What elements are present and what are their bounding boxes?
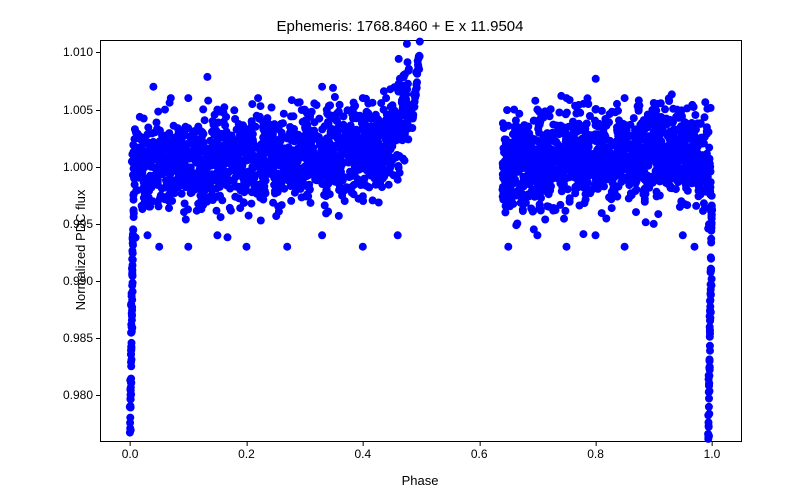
y-tick: 1.005 — [63, 103, 101, 117]
plot-area: 0.9800.9850.9900.9951.0001.0051.0100.00.… — [100, 40, 742, 442]
chart-title: Ephemeris: 1768.8460 + E x 11.9504 — [0, 18, 800, 35]
x-tick: 0.8 — [587, 441, 604, 461]
x-tick: 0.4 — [354, 441, 371, 461]
x-tick: 0.0 — [122, 441, 139, 461]
y-tick: 1.010 — [63, 45, 101, 59]
x-tick: 0.6 — [471, 441, 488, 461]
y-tick: 0.990 — [63, 274, 101, 288]
y-tick: 0.980 — [63, 388, 101, 402]
y-tick: 0.995 — [63, 217, 101, 231]
chart-container: Ephemeris: 1768.8460 + E x 11.9504 Norma… — [0, 0, 800, 500]
x-axis-label: Phase — [100, 473, 740, 488]
scatter-points — [101, 41, 741, 441]
x-tick: 0.2 — [238, 441, 255, 461]
x-tick: 1.0 — [704, 441, 721, 461]
y-tick: 1.000 — [63, 160, 101, 174]
y-tick: 0.985 — [63, 331, 101, 345]
y-axis-label: Normalized PDC flux — [73, 190, 88, 311]
